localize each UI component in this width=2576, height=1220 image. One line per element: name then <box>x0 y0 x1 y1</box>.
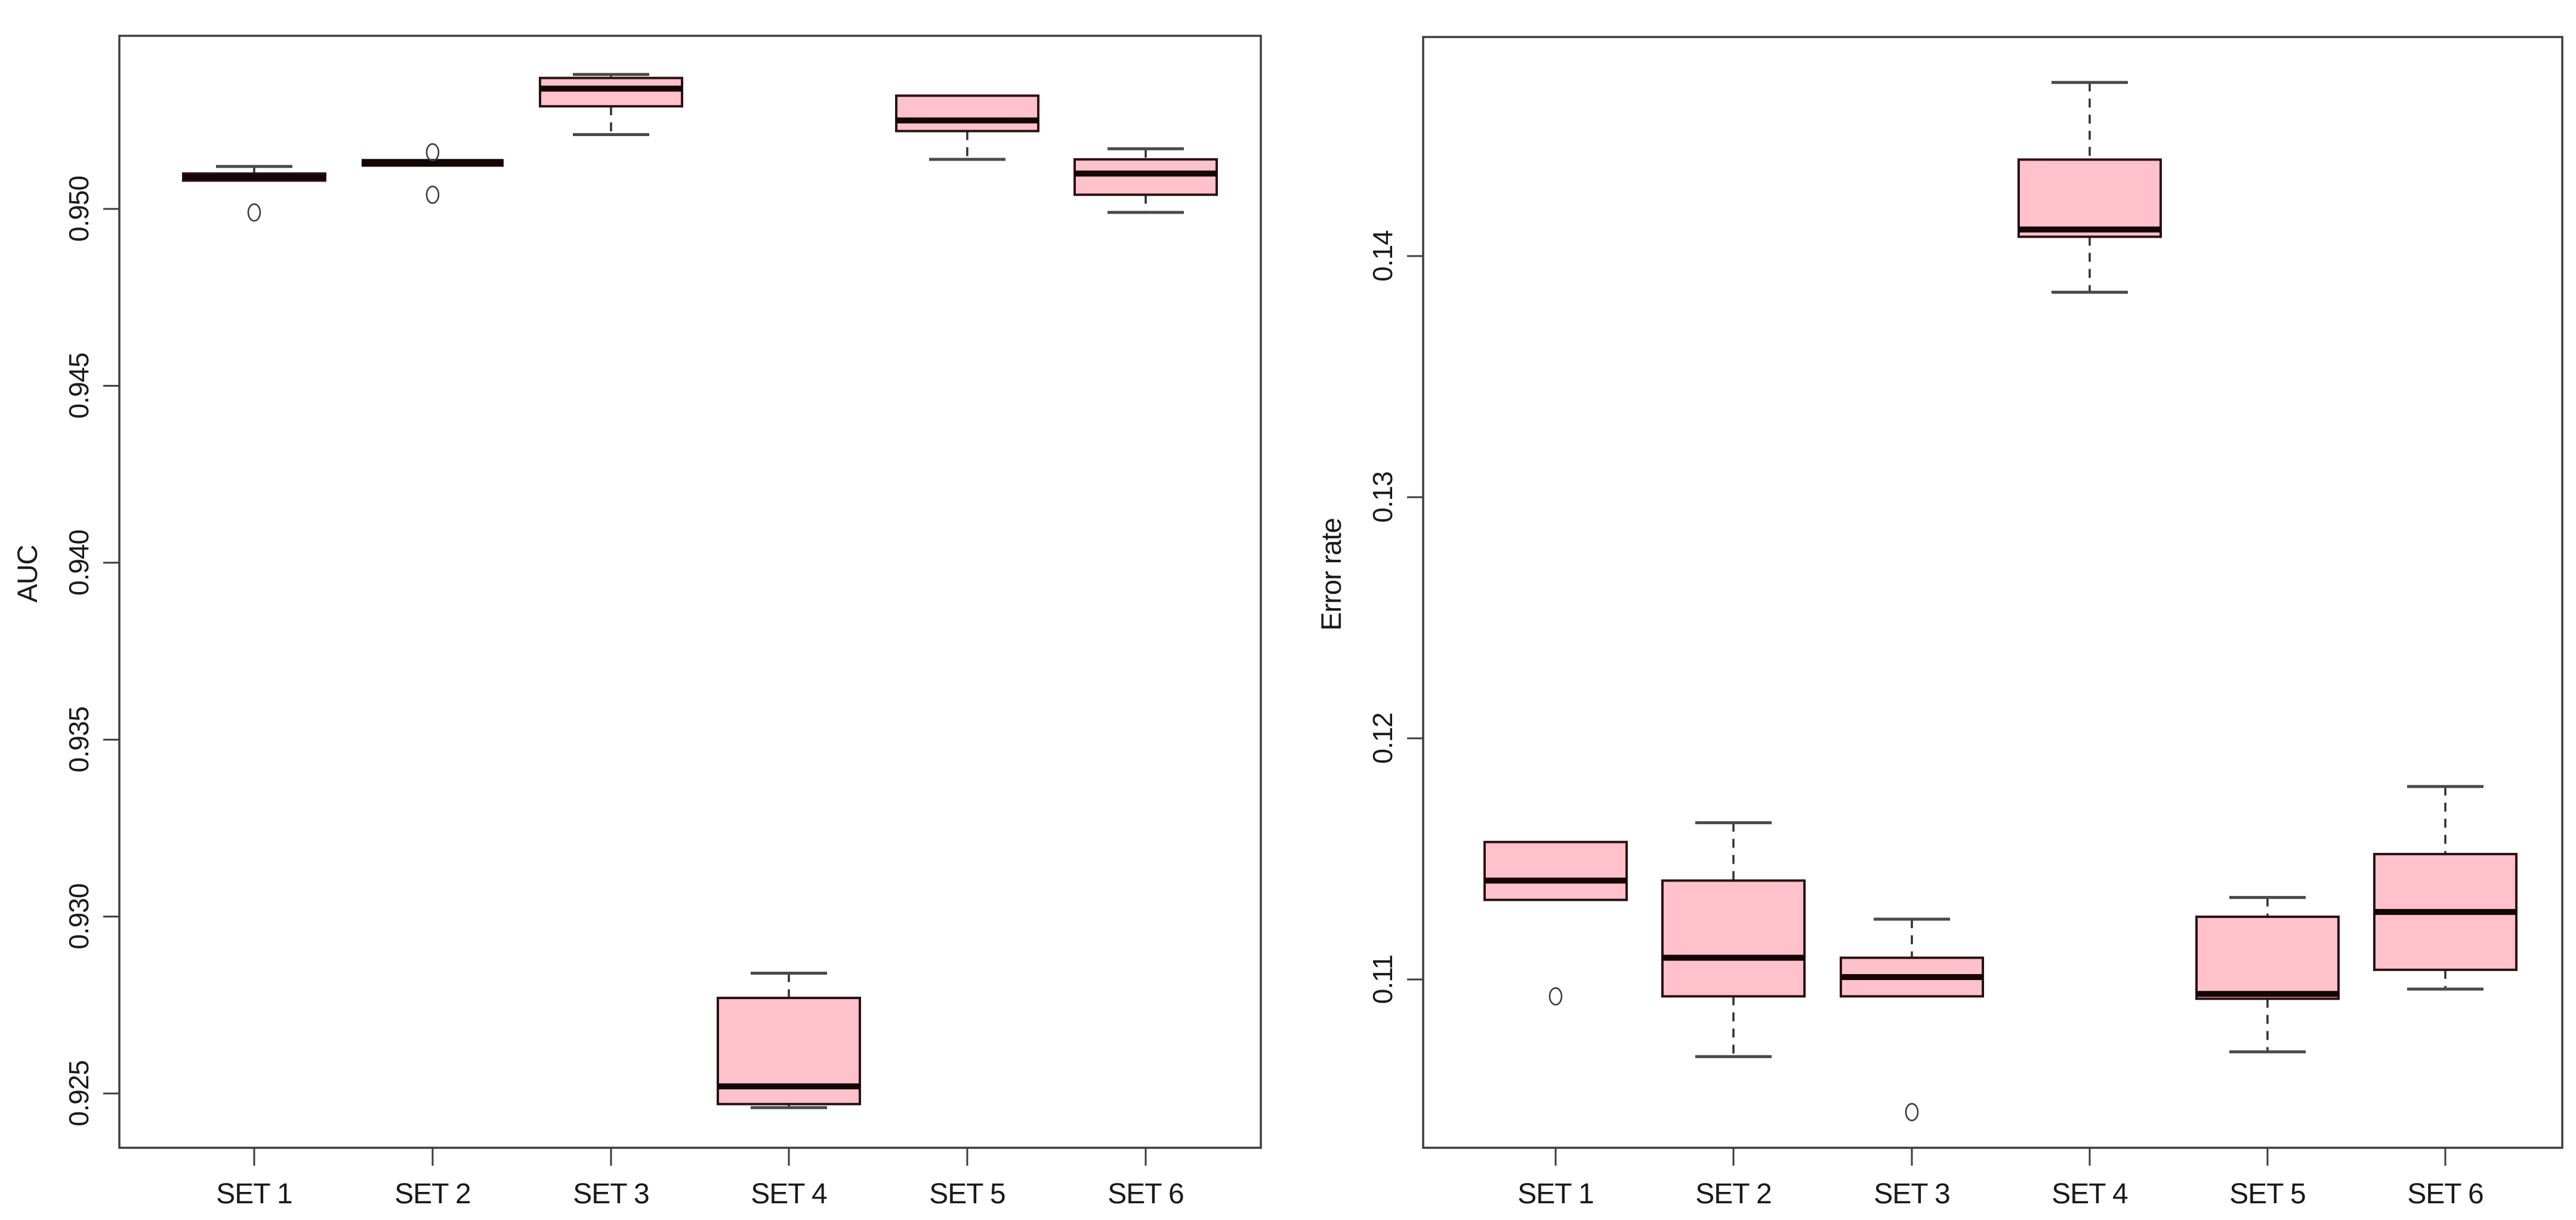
box-set-2 <box>1661 879 1806 998</box>
box-set-6 <box>1073 158 1218 196</box>
plot-frame <box>118 35 1262 1149</box>
boxplot-group-set-6 <box>1073 147 1218 214</box>
x-tick-label: SET 2 <box>394 1178 471 1210</box>
x-tick-label: SET 1 <box>216 1178 292 1210</box>
boxplot-group-set-4 <box>717 971 861 1110</box>
box-set-3 <box>539 76 683 108</box>
boxplot-group-set-2 <box>362 143 504 204</box>
boxplot-group-set-1 <box>1483 840 1628 1006</box>
auc-boxplot-panel: 0.925 0.930 0.935 0.940 0.945 0.950 AUC SET 1 SE… <box>11 35 1262 1210</box>
boxplot-group-set-5 <box>2195 896 2340 1053</box>
outlier-point <box>1905 1102 1919 1122</box>
x-tick-label: SET 6 <box>2407 1178 2484 1210</box>
y-tick-label: 0.940 <box>63 530 94 596</box>
x-tick-label: SET 1 <box>1517 1178 1594 1210</box>
x-tick-label: SET 4 <box>2051 1178 2128 1210</box>
y-axis-title: AUC <box>11 545 43 602</box>
y-tick-label: 0.13 <box>1367 472 1398 523</box>
plot-frame <box>1422 36 2563 1149</box>
x-tick-label: SET 3 <box>573 1178 649 1210</box>
y-tick-label: 0.930 <box>63 884 94 950</box>
boxplot-group-set-2 <box>1661 821 1806 1058</box>
y-tick-label: 0.935 <box>63 707 94 772</box>
box-set-5 <box>2195 915 2340 1000</box>
y-tick-label: 0.925 <box>63 1061 94 1126</box>
error-rate-boxplot-panel: 0.11 0.12 0.13 0.14 Error rate SET 1 SET 2 SET … <box>1315 36 2563 1210</box>
boxplot-group-set-4 <box>2017 81 2162 294</box>
outlier-point <box>247 203 261 222</box>
y-tick-label: 0.12 <box>1367 713 1398 764</box>
x-tick-label: SET 4 <box>751 1178 827 1210</box>
box-set-1 <box>1483 840 1628 901</box>
outlier-point <box>1548 987 1563 1006</box>
x-tick-label: SET 5 <box>929 1178 1005 1210</box>
boxplot-group-set-3 <box>539 73 683 137</box>
x-tick-label: SET 2 <box>1695 1178 1772 1210</box>
x-tick-label: SET 5 <box>2229 1178 2306 1210</box>
box-set-5 <box>895 94 1039 133</box>
boxplot-group-set-1 <box>182 165 326 222</box>
y-tick-label: 0.11 <box>1367 955 1398 1004</box>
outlier-point <box>425 185 440 204</box>
outlier-point <box>425 143 440 162</box>
x-tick-label: SET 6 <box>1107 1178 1184 1210</box>
y-tick-label: 0.945 <box>63 353 94 418</box>
y-tick-label: 0.950 <box>63 176 94 242</box>
box-set-4 <box>2017 158 2162 238</box>
y-tick-label: 0.14 <box>1367 230 1398 282</box>
y-axis-title: Error rate <box>1315 518 1347 631</box>
boxplot-group-set-6 <box>2373 785 2518 991</box>
x-tick-label: SET 3 <box>1874 1178 1950 1210</box>
boxplot-group-set-5 <box>895 94 1039 161</box>
boxplot-group-set-3 <box>1840 917 1984 1122</box>
